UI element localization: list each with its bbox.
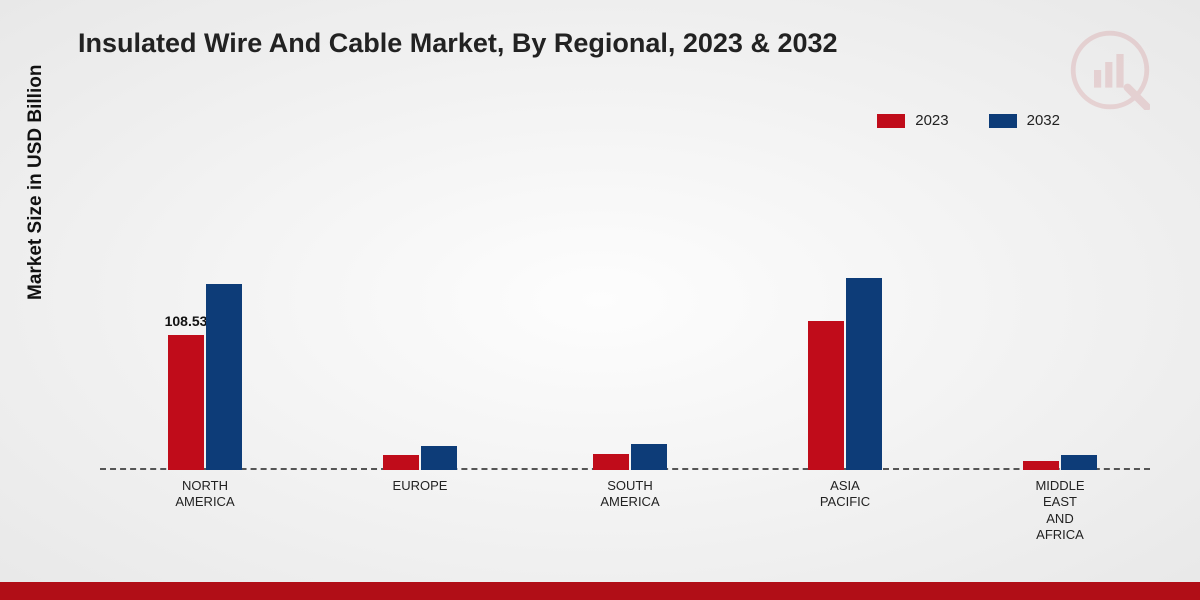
bar: [1023, 461, 1059, 470]
legend-item-2032: 2032: [989, 112, 1060, 129]
bar: 108.53: [168, 335, 204, 470]
bar: [808, 321, 844, 470]
bar-group: 108.53: [168, 284, 242, 470]
bar-value-label: 108.53: [165, 313, 208, 329]
x-tick-label: ASIA PACIFIC: [820, 478, 870, 511]
bar: [206, 284, 242, 470]
bar: [421, 446, 457, 470]
legend-swatch-2032: [989, 114, 1017, 128]
bar-group: [808, 278, 882, 470]
legend-swatch-2023: [877, 114, 905, 128]
bar: [1061, 455, 1097, 470]
legend-item-2023: 2023: [877, 112, 948, 129]
x-tick-label: SOUTH AMERICA: [600, 478, 659, 511]
bar: [631, 444, 667, 470]
bar: [846, 278, 882, 470]
bar-group: [1023, 455, 1097, 470]
legend: 2023 2032: [877, 112, 1060, 129]
x-tick-label: NORTH AMERICA: [175, 478, 234, 511]
bar-group: [383, 446, 457, 470]
brand-logo-icon: [1070, 30, 1150, 110]
x-tick-label: MIDDLE EAST AND AFRICA: [1035, 478, 1084, 543]
chart-title: Insulated Wire And Cable Market, By Regi…: [78, 28, 838, 59]
bar: [383, 455, 419, 470]
chart-container: Insulated Wire And Cable Market, By Regi…: [0, 0, 1200, 600]
plot-area: 108.53: [100, 160, 1150, 470]
y-axis-label: Market Size in USD Billion: [25, 65, 47, 300]
footer-bar: [0, 582, 1200, 600]
bar-group: [593, 444, 667, 470]
x-tick-label: EUROPE: [393, 478, 448, 494]
legend-label-2023: 2023: [915, 112, 948, 129]
legend-label-2032: 2032: [1027, 112, 1060, 129]
bar: [593, 454, 629, 470]
